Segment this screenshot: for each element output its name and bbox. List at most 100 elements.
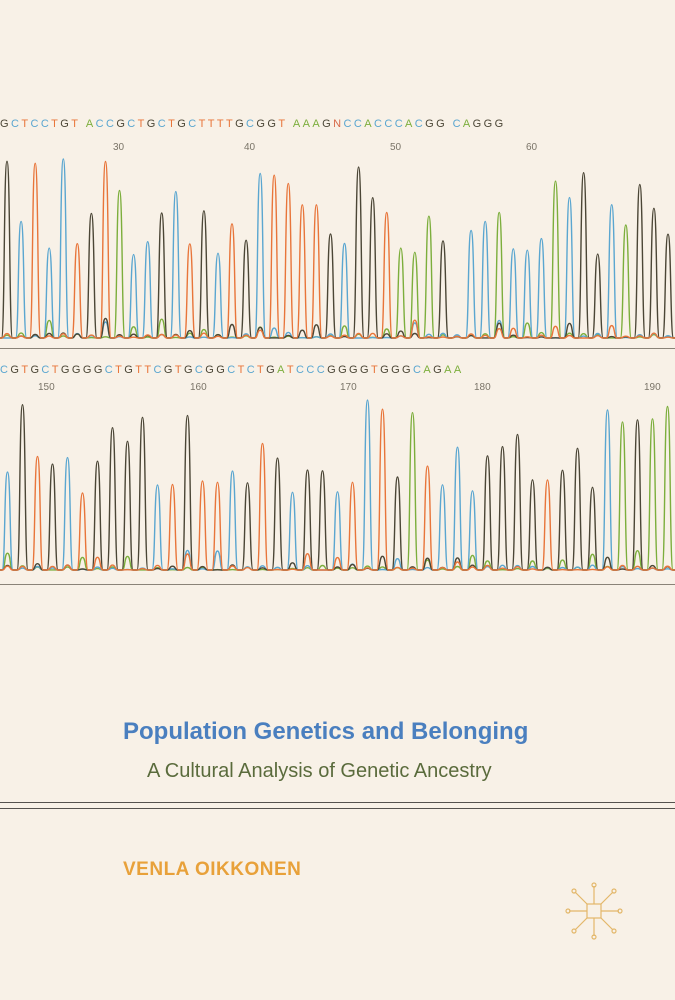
base-letter: C: [0, 364, 11, 376]
base-letter: G: [30, 364, 42, 376]
base-letter: C: [41, 364, 52, 376]
author-name: VENLA OIKKONEN: [123, 859, 302, 880]
base-letter: C: [394, 118, 406, 130]
chromatogram-trace-row-1: [0, 158, 675, 339]
chromatogram-row-2: CGTGCTGGGGCTGTTCGTGCGGCTCTGATCCCGGGGTGGG…: [0, 360, 675, 585]
base-letter: G: [124, 364, 136, 376]
base-letter: C: [353, 118, 365, 130]
base-letter: C: [227, 364, 238, 376]
base-letter: A: [444, 364, 454, 376]
base-letter: G: [380, 364, 392, 376]
chromatogram-baseline: [0, 348, 675, 349]
palgrave-logo-icon: [565, 882, 623, 940]
base-letter: T: [286, 364, 297, 376]
base-letter: C: [373, 118, 385, 130]
trace-g: [0, 403, 675, 571]
base-letter: T: [370, 364, 381, 376]
base-letter: G: [425, 118, 437, 130]
book-title: Population Genetics and Belonging: [123, 718, 529, 745]
position-label: 40: [244, 142, 256, 153]
divider-line: [0, 802, 675, 803]
base-letter: T: [168, 118, 178, 130]
base-letter: C: [127, 118, 138, 130]
book-subtitle: A Cultural Analysis of Genetic Ancestry: [147, 760, 492, 782]
base-letter: G: [216, 364, 228, 376]
divider-line: [0, 808, 675, 809]
base-letter: C: [153, 364, 164, 376]
base-letter: G: [183, 364, 195, 376]
base-letter: G: [338, 364, 350, 376]
chromatogram-baseline: [0, 584, 675, 585]
base-letter: T: [237, 364, 247, 376]
position-label: 170: [340, 382, 357, 393]
position-label: 160: [190, 382, 207, 393]
base-letter: C: [95, 118, 106, 130]
base-letter: C: [40, 118, 52, 130]
base-letter: G: [433, 364, 445, 376]
base-letter: T: [135, 364, 145, 376]
base-letter: A: [85, 118, 96, 130]
trace-t: [0, 160, 675, 339]
base-letter: G: [360, 364, 371, 376]
base-letter: G: [256, 118, 268, 130]
base-letter: G: [391, 364, 403, 376]
position-label: 30: [113, 142, 125, 153]
base-letter: G: [436, 118, 448, 130]
base-letter: C: [105, 118, 117, 130]
base-letter: C: [414, 118, 426, 130]
base-letter: N: [333, 118, 344, 130]
base-letter: A: [405, 118, 415, 130]
base-letter: G: [82, 364, 94, 376]
base-letter: T: [257, 364, 267, 376]
base-letter: C: [157, 118, 169, 130]
base-letter: G: [10, 364, 22, 376]
base-letter: A: [423, 364, 434, 376]
base-sequence-row-1: GCTCCTGT ACCGCTGCTGCTTTTGCGGT AAAGNCCACC…: [0, 118, 675, 130]
trace-t: [0, 408, 675, 571]
base-letter: T: [71, 118, 81, 130]
position-label: 60: [526, 142, 538, 153]
base-letter: A: [292, 118, 303, 130]
base-letter: C: [30, 118, 41, 130]
base-letter: G: [472, 118, 484, 130]
base-letter: G: [71, 364, 83, 376]
base-letter: G: [494, 118, 506, 130]
base-letter: C: [452, 118, 463, 130]
base-letter: G: [266, 364, 278, 376]
base-letter: G: [349, 364, 360, 376]
base-letter: T: [198, 118, 208, 130]
base-letter: A: [364, 118, 374, 130]
chromatogram-trace-row-2: [0, 399, 675, 571]
base-letter: G: [177, 118, 189, 130]
position-label: 180: [474, 382, 491, 393]
base-letter: C: [384, 118, 395, 130]
base-letter: C: [194, 364, 206, 376]
base-letter: G: [93, 364, 105, 376]
base-letter: T: [51, 364, 61, 376]
base-letter: T: [207, 118, 217, 130]
base-letter: C: [246, 364, 258, 376]
base-letter: G: [267, 118, 279, 130]
base-letter: A: [453, 364, 464, 376]
base-letter: G: [483, 118, 495, 130]
base-letter: T: [21, 364, 31, 376]
base-letter: T: [51, 118, 61, 130]
base-letter: C: [246, 118, 257, 130]
base-letter: G: [205, 364, 217, 376]
base-letter: C: [188, 118, 199, 130]
base-letter: T: [137, 118, 147, 130]
trace-c: [0, 399, 675, 571]
base-letter: T: [225, 118, 236, 130]
base-letter: G: [322, 118, 334, 130]
trace-a: [0, 180, 675, 339]
base-letter: A: [312, 118, 323, 130]
base-letter: C: [104, 364, 116, 376]
base-letter: T: [216, 118, 226, 130]
base-letter: G: [235, 118, 247, 130]
base-letter: C: [343, 118, 354, 130]
base-letter: G: [163, 364, 175, 376]
base-letter: A: [277, 364, 287, 376]
position-label: 190: [644, 382, 661, 393]
base-letter: G: [0, 118, 11, 130]
position-label: 50: [390, 142, 402, 153]
